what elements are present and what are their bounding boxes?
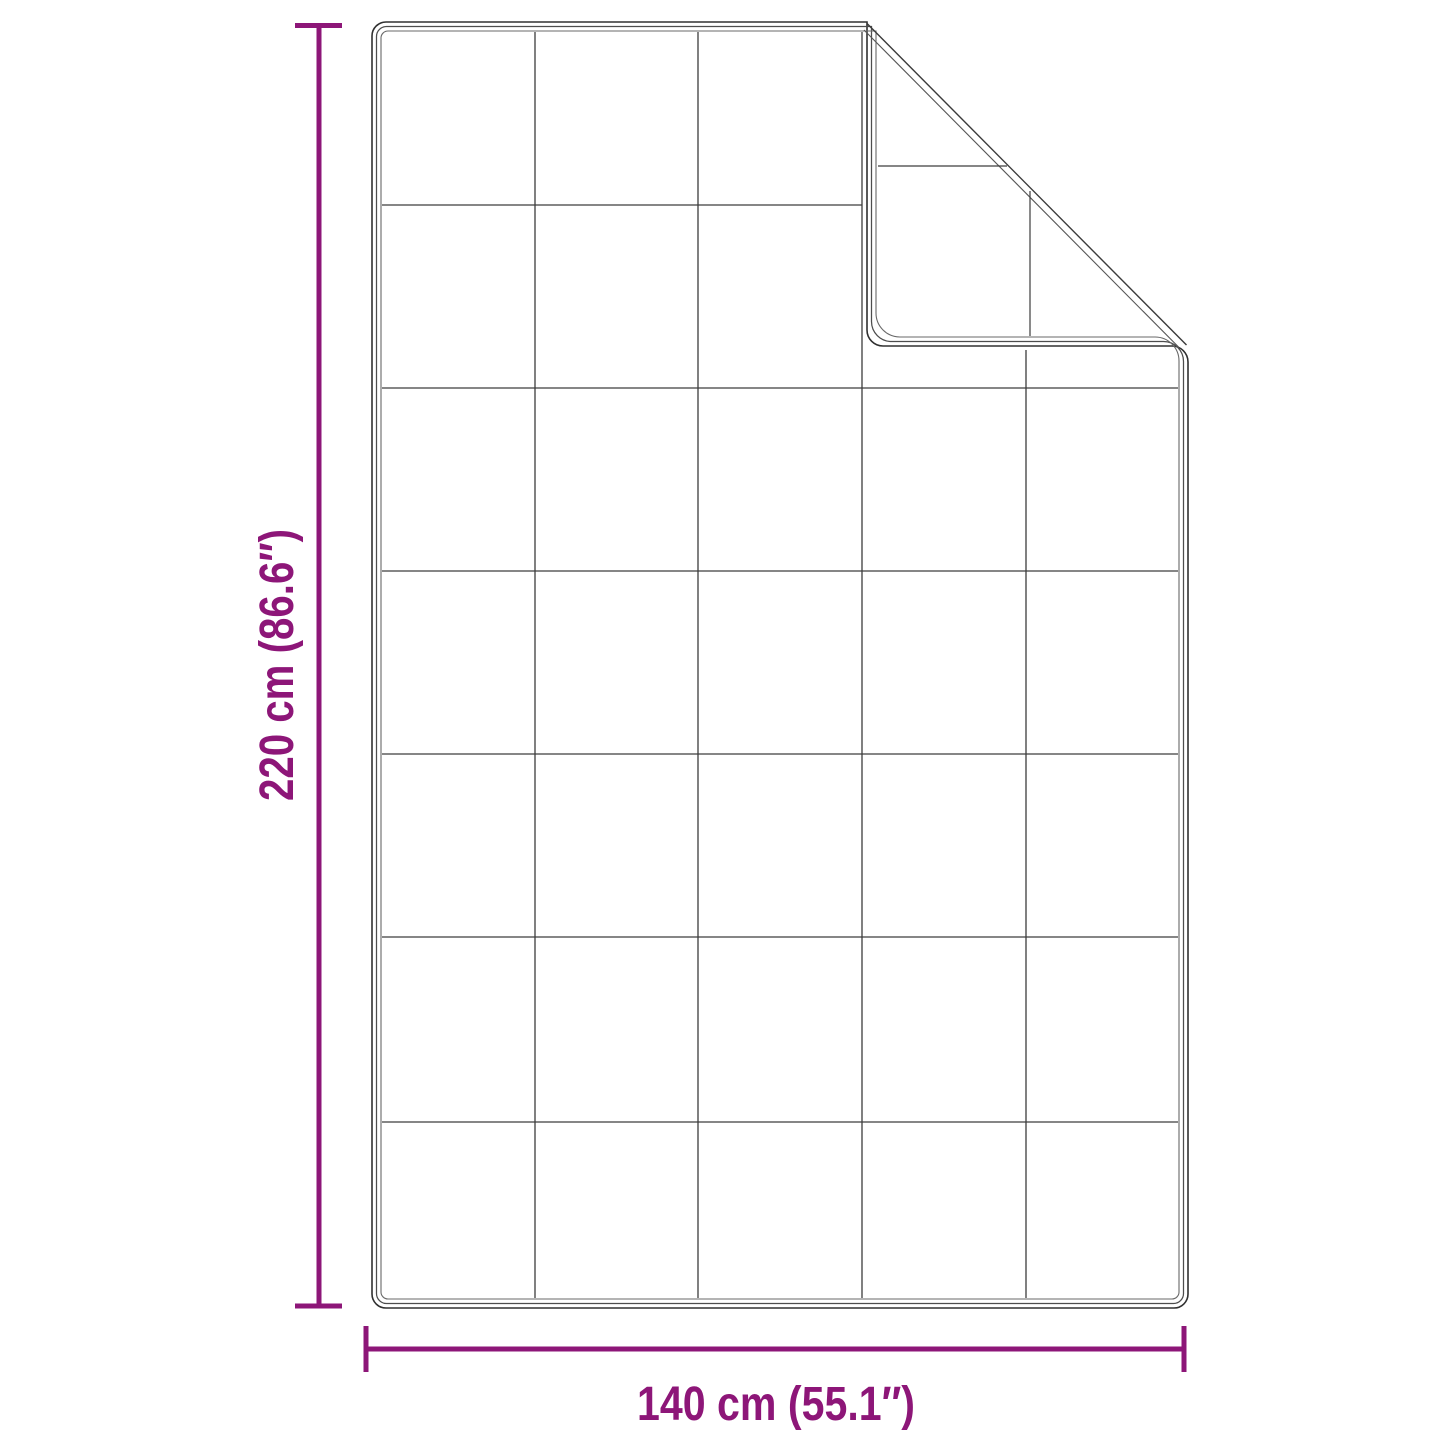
blanket-edge-piping-middle (375, 25, 1185, 1305)
blanket-outline (371, 21, 1189, 1309)
quilt-grid (382, 32, 1178, 1298)
blanket-edge-piping-outer (371, 21, 1189, 1309)
fold-crease-line-inner (863, 29, 1180, 348)
blanket-edge-piping-inner (380, 30, 1180, 1300)
width-dimension-label: 140 cm (55.1″) (637, 1378, 915, 1431)
folded-corner (863, 23, 1187, 348)
width-dimension (363, 1326, 1187, 1372)
fold-crease-line-outer (866, 23, 1187, 346)
height-dimension (295, 23, 342, 1309)
height-dimension-label: 220 cm (86.6″) (251, 529, 304, 801)
